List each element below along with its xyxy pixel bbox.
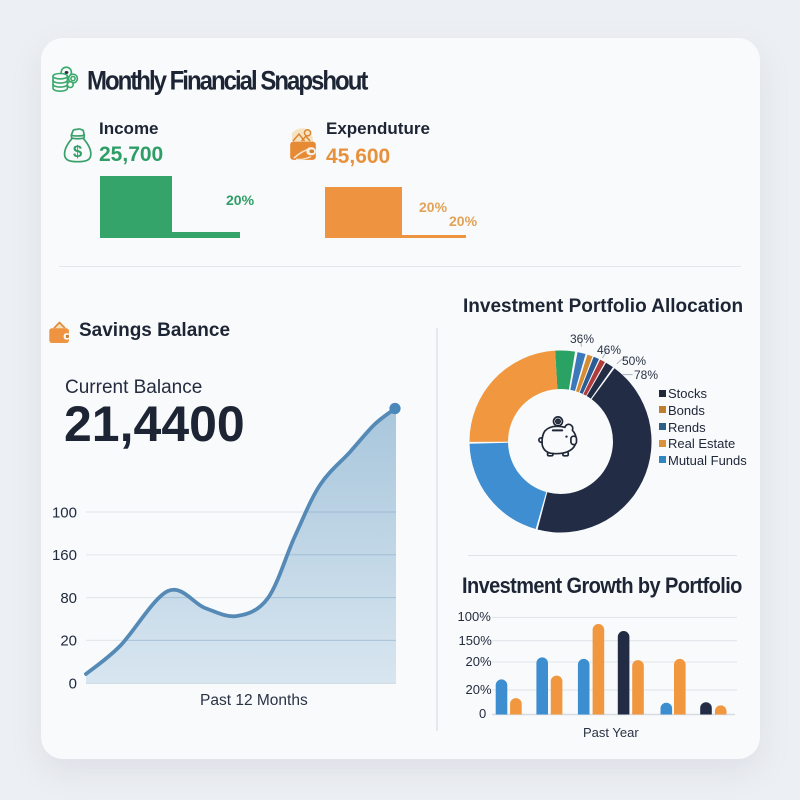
svg-text:100: 100 <box>52 504 77 521</box>
svg-text:80: 80 <box>60 590 77 607</box>
svg-text:160: 160 <box>52 547 77 564</box>
svg-text:$: $ <box>73 143 82 161</box>
svg-text:20: 20 <box>60 633 77 650</box>
svg-text:0: 0 <box>69 676 77 693</box>
